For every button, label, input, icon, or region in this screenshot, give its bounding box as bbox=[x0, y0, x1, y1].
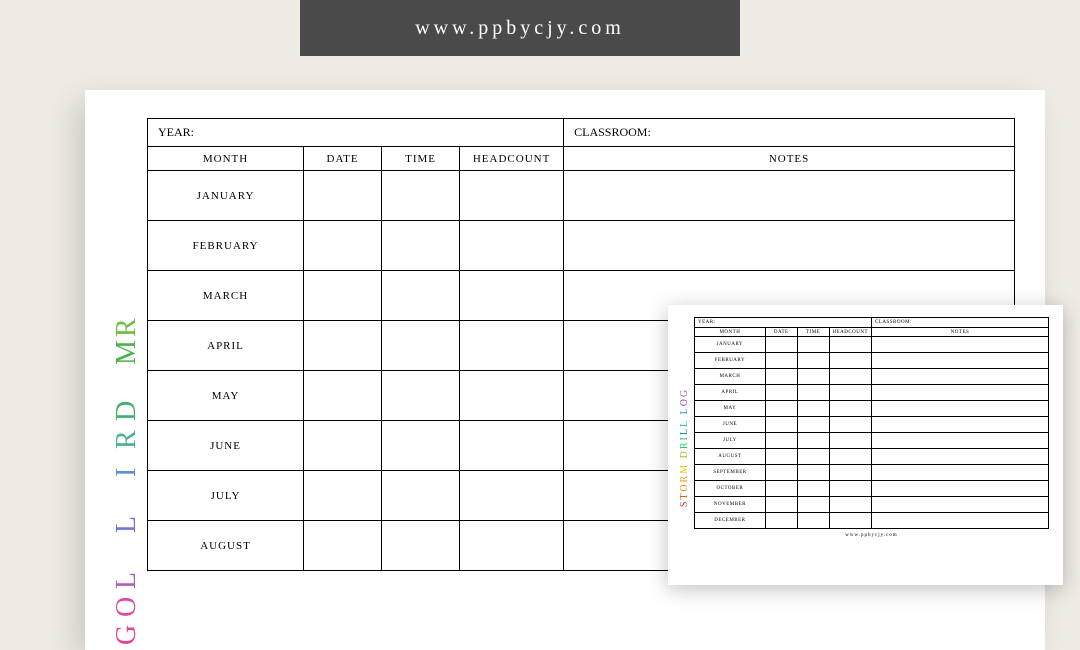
thumb-month-row: JUNE bbox=[695, 417, 1049, 433]
date-cell bbox=[304, 471, 382, 521]
notes-cell bbox=[564, 221, 1015, 271]
time-cell bbox=[382, 371, 460, 421]
thumb-month-row: APRIL bbox=[695, 385, 1049, 401]
date-cell bbox=[304, 171, 382, 221]
thumb-month-row: MARCH bbox=[695, 369, 1049, 385]
notes-cell bbox=[564, 171, 1015, 221]
headcount-cell bbox=[460, 421, 564, 471]
thumb-table: YEAR: CLASSROOM: MONTH DATE TIME HEADCOU… bbox=[694, 317, 1049, 529]
month-cell: JUNE bbox=[148, 421, 304, 471]
title-char bbox=[111, 533, 139, 561]
month-cell: FEBRUARY bbox=[148, 221, 304, 271]
year-header: YEAR: bbox=[148, 119, 564, 147]
thumb-classroom: CLASSROOM: bbox=[871, 318, 1048, 328]
month-row: JANUARY bbox=[148, 171, 1015, 221]
month-cell: APRIL bbox=[148, 321, 304, 371]
thumb-month-row: AUGUST bbox=[695, 449, 1049, 465]
date-cell bbox=[304, 521, 382, 571]
month-cell: JULY bbox=[148, 471, 304, 521]
headcount-cell bbox=[460, 171, 564, 221]
header-row: YEAR: CLASSROOM: bbox=[148, 119, 1015, 147]
title-char: L bbox=[111, 561, 139, 589]
col-headcount: HEADCOUNT bbox=[460, 147, 564, 171]
title-char: I bbox=[111, 449, 139, 477]
col-date: DATE bbox=[304, 147, 382, 171]
thumb-month-row: JULY bbox=[695, 433, 1049, 449]
headcount-cell bbox=[460, 471, 564, 521]
headcount-cell bbox=[460, 371, 564, 421]
date-cell bbox=[304, 271, 382, 321]
thumb-month-row: MAY bbox=[695, 401, 1049, 417]
date-cell bbox=[304, 371, 382, 421]
time-cell bbox=[382, 171, 460, 221]
title-char: L bbox=[111, 477, 139, 505]
thumb-month-row: OCTOBER bbox=[695, 481, 1049, 497]
headcount-cell bbox=[460, 321, 564, 371]
thumb-month-row: JANUARY bbox=[695, 337, 1049, 353]
month-cell: MAY bbox=[148, 371, 304, 421]
date-cell bbox=[304, 421, 382, 471]
title-char: R bbox=[111, 309, 139, 337]
title-char: O bbox=[111, 589, 139, 617]
date-cell bbox=[304, 321, 382, 371]
thumb-month-row: NOVEMBER bbox=[695, 497, 1049, 513]
vertical-title: GOL LLIRD MR bbox=[103, 118, 147, 650]
title-char: G bbox=[111, 617, 139, 645]
thumb-month-row: DECEMBER bbox=[695, 513, 1049, 529]
url-banner: www.ppbycjy.com bbox=[300, 0, 740, 56]
thumb-header-row: YEAR: CLASSROOM: bbox=[695, 318, 1049, 328]
thumb-month-row: SEPTEMBER bbox=[695, 465, 1049, 481]
col-notes: NOTES bbox=[564, 147, 1015, 171]
thumb-month-row: FEBRUARY bbox=[695, 353, 1049, 369]
headcount-cell bbox=[460, 271, 564, 321]
time-cell bbox=[382, 221, 460, 271]
month-cell: JANUARY bbox=[148, 171, 304, 221]
thumb-footer: www.ppbycjy.com bbox=[694, 529, 1049, 538]
time-cell bbox=[382, 521, 460, 571]
title-char bbox=[111, 365, 139, 393]
time-cell bbox=[382, 321, 460, 371]
headcount-cell bbox=[460, 521, 564, 571]
month-cell: MARCH bbox=[148, 271, 304, 321]
time-cell bbox=[382, 421, 460, 471]
classroom-header: CLASSROOM: bbox=[564, 119, 1015, 147]
thumb-table-area: YEAR: CLASSROOM: MONTH DATE TIME HEADCOU… bbox=[694, 317, 1049, 577]
date-cell bbox=[304, 221, 382, 271]
column-header-row: MONTH DATE TIME HEADCOUNT NOTES bbox=[148, 147, 1015, 171]
url-text: www.ppbycjy.com bbox=[415, 17, 625, 40]
thumb-col-row: MONTH DATE TIME HEADCOUNT NOTES bbox=[695, 328, 1049, 337]
thumbnail-sheet: STORM DRILL LOG YEAR: CLASSROOM: MONTH D… bbox=[668, 305, 1063, 585]
month-row: FEBRUARY bbox=[148, 221, 1015, 271]
title-char: L bbox=[111, 505, 139, 533]
month-cell: AUGUST bbox=[148, 521, 304, 571]
time-cell bbox=[382, 471, 460, 521]
thumb-year: YEAR: bbox=[695, 318, 872, 328]
title-char: M bbox=[111, 337, 139, 365]
col-time: TIME bbox=[382, 147, 460, 171]
headcount-cell bbox=[460, 221, 564, 271]
col-month: MONTH bbox=[148, 147, 304, 171]
thumb-vertical-title: STORM DRILL LOG bbox=[676, 317, 694, 577]
title-char: R bbox=[111, 421, 139, 449]
time-cell bbox=[382, 271, 460, 321]
title-char: D bbox=[111, 393, 139, 421]
